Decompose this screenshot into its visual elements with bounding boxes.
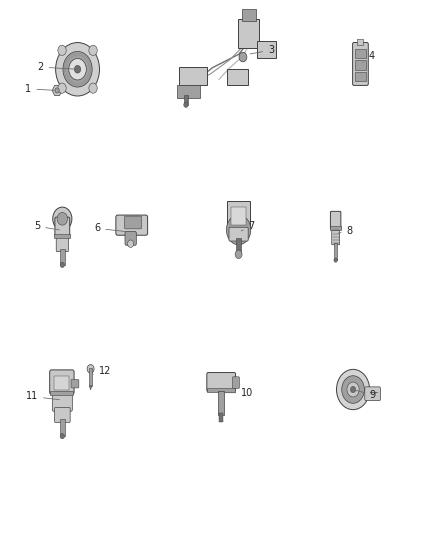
Circle shape <box>58 45 66 55</box>
Circle shape <box>60 433 64 439</box>
Text: 6: 6 <box>94 223 127 233</box>
FancyBboxPatch shape <box>332 229 339 245</box>
Bar <box>54 376 69 390</box>
Bar <box>218 391 224 415</box>
FancyBboxPatch shape <box>357 39 364 46</box>
FancyBboxPatch shape <box>124 216 141 229</box>
Bar <box>50 391 73 395</box>
Circle shape <box>57 213 67 225</box>
Circle shape <box>58 83 66 93</box>
Circle shape <box>87 365 94 373</box>
Circle shape <box>336 369 370 410</box>
Circle shape <box>55 88 59 93</box>
Circle shape <box>74 66 81 73</box>
Text: 3: 3 <box>250 45 274 55</box>
FancyBboxPatch shape <box>365 387 381 401</box>
Circle shape <box>347 382 359 397</box>
Text: 4: 4 <box>363 51 374 62</box>
Circle shape <box>334 258 337 262</box>
Text: 7: 7 <box>241 221 255 231</box>
Polygon shape <box>52 85 62 95</box>
Circle shape <box>184 102 188 108</box>
Circle shape <box>239 52 247 62</box>
FancyBboxPatch shape <box>177 85 200 98</box>
FancyBboxPatch shape <box>242 10 256 21</box>
FancyBboxPatch shape <box>55 217 70 237</box>
FancyBboxPatch shape <box>71 379 79 388</box>
Text: 11: 11 <box>26 391 60 401</box>
Circle shape <box>89 45 97 55</box>
Circle shape <box>56 43 99 96</box>
Circle shape <box>63 52 92 87</box>
FancyBboxPatch shape <box>257 41 276 58</box>
Polygon shape <box>89 386 92 390</box>
Bar <box>60 419 65 436</box>
FancyBboxPatch shape <box>227 201 251 229</box>
FancyBboxPatch shape <box>238 19 259 47</box>
FancyBboxPatch shape <box>330 212 341 229</box>
FancyBboxPatch shape <box>233 377 240 389</box>
FancyBboxPatch shape <box>56 237 68 252</box>
FancyBboxPatch shape <box>179 67 207 85</box>
Circle shape <box>350 386 356 393</box>
Circle shape <box>342 376 364 403</box>
Bar <box>184 95 187 105</box>
FancyBboxPatch shape <box>229 227 248 241</box>
Bar <box>89 368 92 386</box>
Text: 5: 5 <box>34 221 60 231</box>
FancyBboxPatch shape <box>116 215 148 235</box>
Circle shape <box>60 262 64 268</box>
Circle shape <box>69 59 86 80</box>
FancyBboxPatch shape <box>54 408 70 422</box>
Bar <box>334 243 337 260</box>
FancyBboxPatch shape <box>353 43 368 85</box>
Bar <box>60 249 65 265</box>
Bar <box>355 71 366 81</box>
FancyBboxPatch shape <box>207 373 236 392</box>
Circle shape <box>53 207 72 230</box>
Circle shape <box>89 83 97 93</box>
Bar <box>207 389 235 392</box>
Bar <box>231 207 247 224</box>
FancyBboxPatch shape <box>52 392 72 411</box>
Text: 1: 1 <box>25 84 54 94</box>
Circle shape <box>235 250 242 259</box>
Bar <box>355 49 366 59</box>
Circle shape <box>127 240 134 247</box>
Text: 10: 10 <box>224 387 254 398</box>
Bar <box>330 226 341 230</box>
Bar <box>54 234 70 238</box>
Bar <box>219 414 223 422</box>
Bar <box>236 238 241 254</box>
Bar <box>355 60 366 69</box>
Text: 12: 12 <box>93 367 111 376</box>
Circle shape <box>226 215 251 245</box>
Text: 8: 8 <box>339 226 353 236</box>
Text: 9: 9 <box>356 390 375 400</box>
FancyBboxPatch shape <box>49 370 74 394</box>
Text: 2: 2 <box>37 62 75 72</box>
FancyBboxPatch shape <box>227 69 248 85</box>
FancyBboxPatch shape <box>125 231 136 245</box>
